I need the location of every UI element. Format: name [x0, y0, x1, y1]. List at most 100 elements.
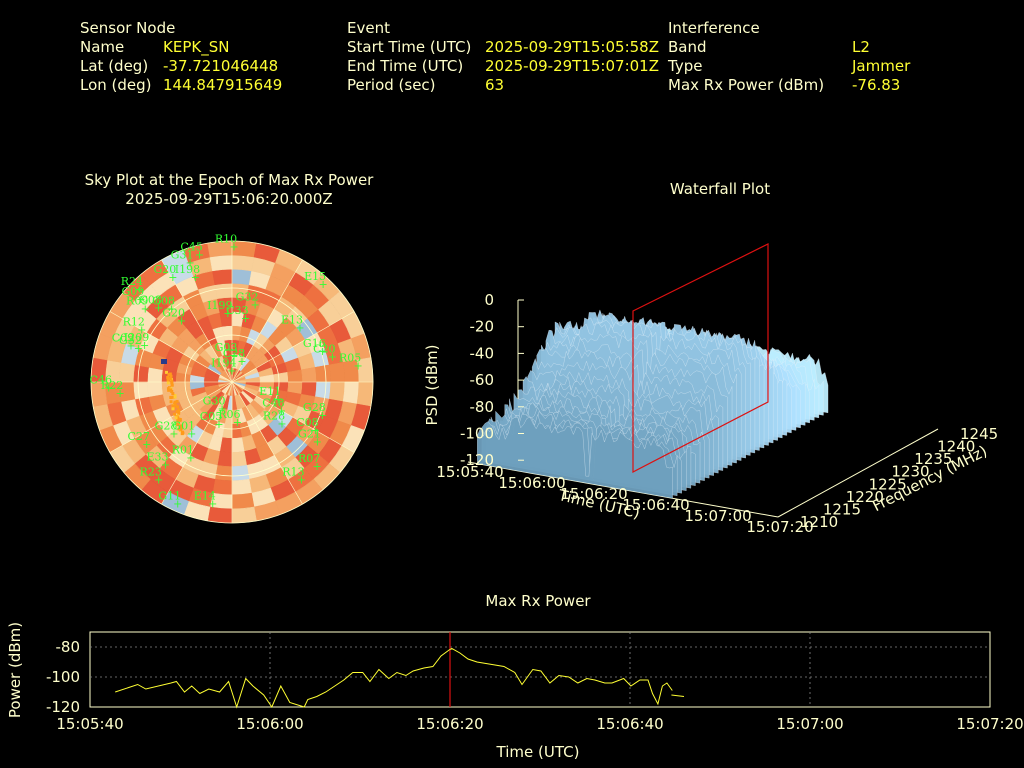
- satellite-label: E14: [194, 489, 216, 502]
- satellite-marker: +: [137, 324, 146, 337]
- maxpower-time-tick-label: 15:06:20: [416, 715, 483, 733]
- waterfall-title: Waterfall Plot: [669, 180, 771, 198]
- track-point: [178, 418, 182, 422]
- max-power-series: [115, 647, 685, 709]
- satellite-label: R28: [263, 409, 285, 422]
- type-value: Jammer: [852, 57, 911, 75]
- satellite-marker: +: [233, 416, 242, 429]
- epoch-plane: [632, 243, 769, 473]
- frequency-tick-label: 1215: [823, 500, 861, 518]
- frequency-tick-label: 1240: [937, 438, 975, 456]
- satellite-label: R12: [123, 316, 145, 329]
- satellite-label: C09: [112, 331, 134, 344]
- sky-cell: [231, 437, 245, 453]
- waterfall-surface: [477, 309, 829, 499]
- band-value: L2: [852, 38, 870, 56]
- sky-cell: [214, 283, 233, 299]
- satellite-label: R09: [126, 294, 148, 307]
- satellite-marker: +: [141, 302, 150, 315]
- satellite-marker: +: [167, 303, 176, 316]
- sky-cell: [214, 465, 233, 481]
- azimuth-spoke: [231, 381, 355, 453]
- track-point: [174, 416, 178, 420]
- satellite-marker: +: [115, 387, 124, 400]
- band-label: Band: [668, 38, 707, 56]
- satellite-marker: +: [187, 427, 196, 440]
- start-value: 2025-09-29T15:05:58Z: [485, 38, 659, 56]
- track-point: [175, 410, 179, 414]
- sky-cell: [231, 506, 257, 524]
- satellite-marker: +: [177, 315, 186, 328]
- satellite-label: G08: [152, 295, 175, 308]
- frequency-tick-label: 1245: [960, 425, 998, 443]
- track-point: [176, 405, 180, 409]
- sky-cell: [287, 369, 303, 383]
- satellite-markers: +R10+C45+G31+I198+G20+R24+G09+R09+C08+G0…: [90, 233, 363, 511]
- end-label: End Time (UTC): [347, 57, 464, 75]
- track-point: [173, 400, 177, 404]
- satellite-marker: +: [191, 271, 200, 284]
- satellite-marker: +: [134, 342, 143, 355]
- track-point: [171, 392, 175, 396]
- satellite-marker: +: [354, 360, 363, 373]
- sky-cell: [231, 492, 255, 510]
- satellite-label: R13: [282, 465, 304, 478]
- name-value: KEPK_SN: [163, 38, 230, 56]
- waterfall-plot: 0-20-40-60-80-100-12015:05:4015:06:0015:…: [423, 243, 998, 536]
- time-tick-label: 15:06:20: [560, 485, 627, 503]
- sky-cell: [231, 268, 252, 286]
- azimuth-spoke: [161, 381, 233, 505]
- satellite-marker: +: [229, 349, 238, 362]
- satellite-label: G20: [162, 307, 185, 320]
- satellite-label: C48: [262, 396, 284, 409]
- satellite-label: G01: [172, 419, 195, 432]
- satellite-marker: +: [227, 365, 236, 378]
- sky-cell: [231, 451, 247, 467]
- satellite-marker: +: [313, 435, 322, 448]
- sky-cell: [315, 364, 331, 383]
- maxpower-frame: [89, 631, 991, 708]
- satellite-marker: +: [223, 307, 232, 320]
- start-label: Start Time (UTC): [347, 38, 472, 56]
- psd-tick-label: -40: [470, 344, 495, 362]
- satellite-label: C27: [128, 430, 150, 443]
- satellite-label: C20: [313, 343, 335, 356]
- track-point: [174, 403, 178, 407]
- psd-strip: [477, 416, 673, 499]
- satellite-marker: +: [229, 241, 238, 254]
- frequency-tick-label: 1235: [914, 450, 952, 468]
- satellite-marker: +: [277, 404, 286, 417]
- power-axis-label: Power (dBm): [6, 622, 24, 718]
- track-point: [175, 399, 179, 403]
- track-point: [169, 388, 173, 392]
- satellite-label: G30: [203, 395, 226, 408]
- satellite-label: G32: [236, 290, 259, 303]
- track-point: [177, 412, 181, 416]
- lon-label: Lon (deg): [80, 76, 152, 94]
- lat-label: Lat (deg): [80, 57, 149, 75]
- satellite-marker: +: [241, 312, 250, 325]
- track-point: [173, 412, 177, 416]
- azimuth-spoke: [161, 259, 233, 383]
- satellite-marker: +: [142, 438, 151, 451]
- track-start: [161, 359, 167, 364]
- satellite-marker: +: [277, 417, 286, 430]
- track-point: [168, 377, 172, 381]
- skyplot-title-line2: 2025-09-29T15:06:20.000Z: [125, 190, 333, 208]
- satellite-label: C08: [296, 416, 318, 429]
- satellite-label: C08: [139, 294, 161, 307]
- sensor-node-panel: Sensor Node Name Lat (deg) Lon (deg): [80, 19, 175, 95]
- satellite-label: I209: [124, 331, 149, 344]
- satellite-label: R24: [121, 275, 143, 288]
- type-label: Type: [668, 57, 703, 75]
- sky-cell: [147, 381, 163, 397]
- track-point: [170, 390, 174, 394]
- psd-axis-label: PSD (dBm): [423, 344, 441, 425]
- satellite-marker: +: [185, 256, 194, 269]
- psd-tick-label: -120: [460, 451, 494, 469]
- satellite-marker: +: [295, 322, 304, 335]
- satellite-label: C28: [223, 347, 245, 360]
- frequency-tick-label: 1225: [869, 475, 907, 493]
- track-point: [170, 379, 174, 383]
- track-point: [166, 375, 170, 379]
